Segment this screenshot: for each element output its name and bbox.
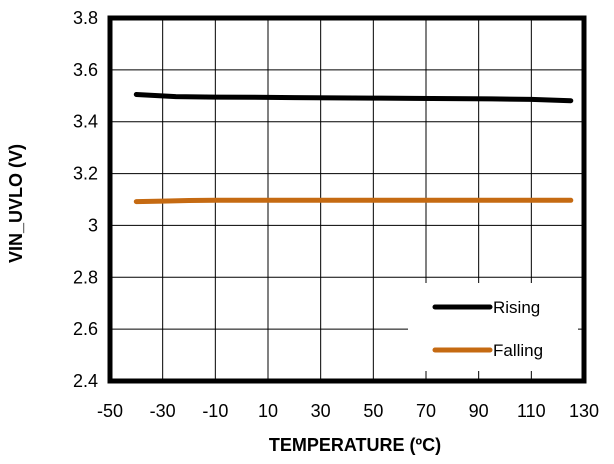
y-tick-label: 2.4 [73,371,98,391]
y-tick-label: 3.8 [73,8,98,28]
series-line-falling [133,197,574,205]
y-tick-label: 3.4 [73,112,98,132]
legend-background [408,283,578,371]
x-tick-label: 130 [569,401,599,421]
x-axis-tick-labels: -50 -30 -10 10 30 50 70 90 110 130 [97,401,599,421]
y-tick-label: 3.6 [73,60,98,80]
x-tick-label: 70 [416,401,436,421]
series-line-rising [133,92,574,104]
x-tick-label: -50 [97,401,123,421]
legend: Rising Falling [408,283,578,371]
legend-label-falling: Falling [493,341,543,360]
x-tick-label: -10 [202,401,228,421]
plot-area-frame [107,15,587,384]
x-tick-label: 90 [469,401,489,421]
x-axis-title: TEMPERATURE (ºC) [269,435,441,455]
y-tick-label: 2.8 [73,267,98,287]
x-tick-label: 30 [311,401,331,421]
legend-label-rising: Rising [493,298,540,317]
x-tick-label: 110 [517,401,546,421]
y-tick-label: 3 [88,215,98,235]
x-tick-label: 50 [363,401,383,421]
y-axis-tick-labels: 2.4 2.6 2.8 3 3.2 3.4 3.6 3.8 [73,8,98,391]
y-tick-label: 3.2 [73,164,98,184]
x-tick-label: 10 [258,401,278,421]
y-axis-title: VIN_UVLO (V) [6,144,26,263]
y-tick-label: 2.6 [73,319,98,339]
series-lines [133,92,574,205]
x-tick-label: -30 [150,401,176,421]
